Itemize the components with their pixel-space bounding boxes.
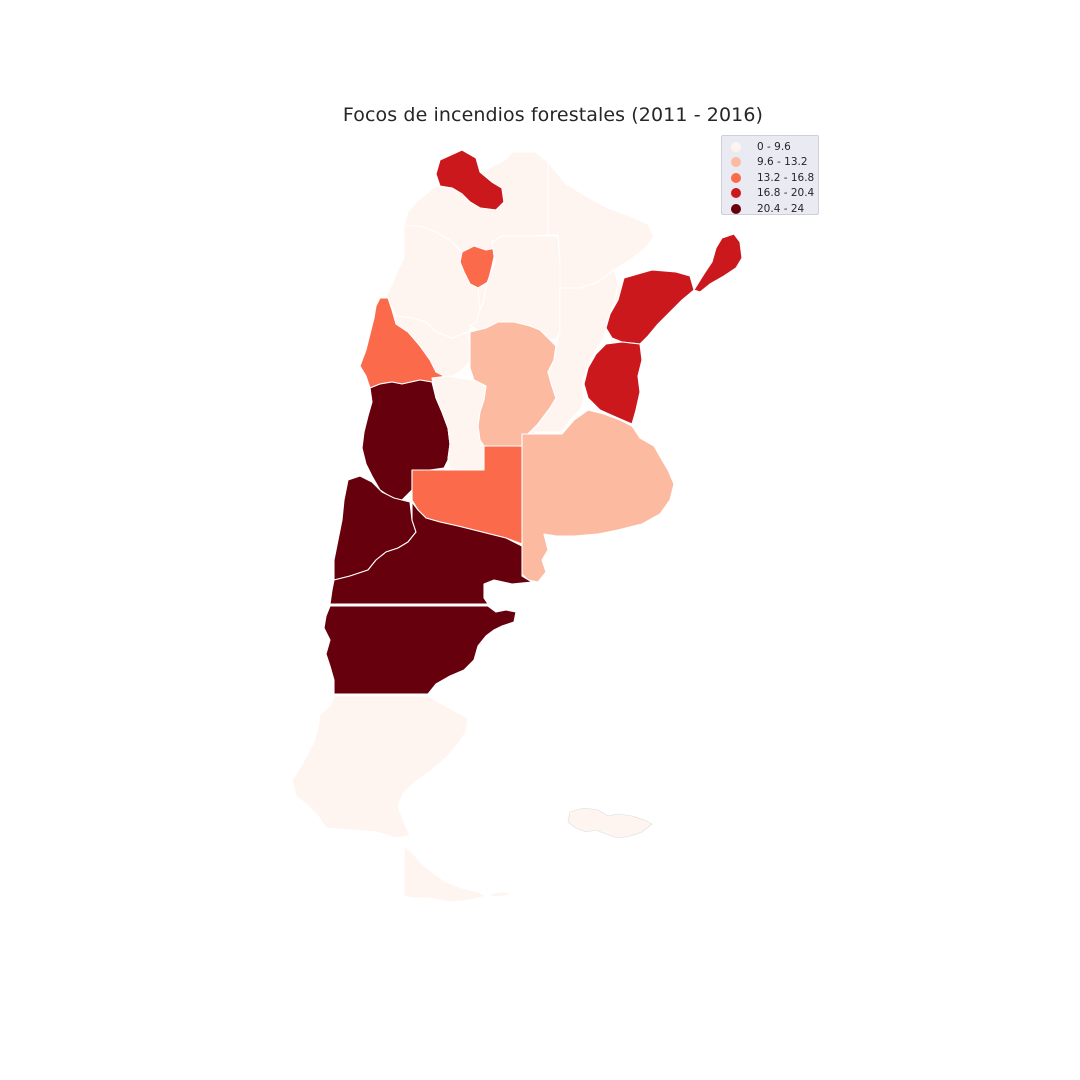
legend-item: 13.2 - 16.8: [731, 170, 818, 186]
province-santa-cruz[interactable]: [291, 695, 469, 839]
map-title: Focos de incendios forestales (2011 - 20…: [342, 104, 764, 126]
island-isla-de-los-estados[interactable]: [489, 891, 513, 898]
province-santa-fe[interactable]: [521, 269, 619, 447]
legend-item: 9.6 - 13.2: [731, 155, 818, 171]
province-entre-rios[interactable]: [583, 341, 643, 425]
legend-label: 0 - 9.6: [757, 140, 791, 153]
legend-swatch: [731, 157, 741, 168]
legend-item: 20.4 - 24: [731, 201, 818, 217]
province-misiones[interactable]: [693, 233, 743, 293]
province-rio-negro[interactable]: [329, 501, 533, 605]
legend-swatch: [731, 188, 741, 199]
legend-label: 20.4 - 24: [757, 202, 805, 215]
province-buenos-aires[interactable]: [521, 409, 675, 583]
legend-swatch: [731, 203, 741, 214]
legend-item: 16.8 - 20.4: [731, 186, 818, 202]
province-corrientes[interactable]: [605, 269, 695, 345]
province-tierra-del-fuego[interactable]: [403, 845, 487, 903]
legend-swatch: [731, 141, 741, 152]
legend-label: 16.8 - 20.4: [757, 187, 815, 200]
malvinas-coastline: [567, 807, 653, 839]
islands-malvinas[interactable]: [567, 807, 653, 839]
province-formosa[interactable]: [547, 161, 655, 289]
legend-swatch: [731, 172, 741, 183]
legend-label: 9.6 - 13.2: [757, 156, 808, 169]
map-legend: 0 - 9.6 9.6 - 13.2 13.2 - 16.8 16.8 - 20.4 2…: [721, 135, 819, 215]
province-chubut[interactable]: [323, 605, 517, 695]
legend-label: 13.2 - 16.8: [757, 171, 815, 184]
legend-item: 0 - 9.6: [731, 139, 818, 155]
